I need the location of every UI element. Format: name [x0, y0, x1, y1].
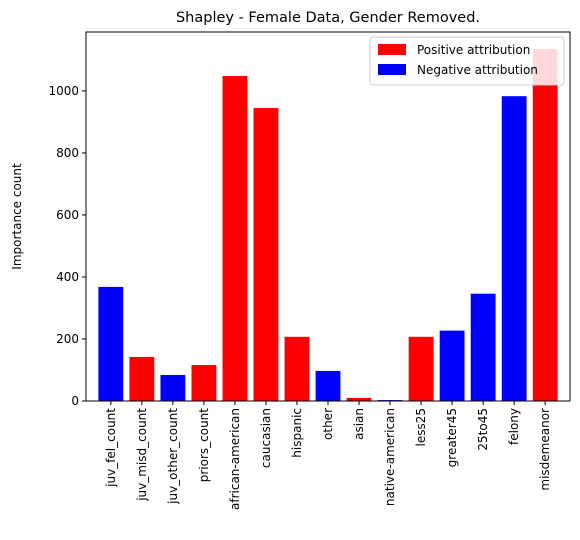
bar-25to45	[470, 293, 496, 401]
legend-swatch	[378, 64, 406, 75]
y-tick-label: 0	[71, 394, 79, 408]
y-tick-label: 600	[56, 208, 79, 222]
x-tick-label: less25	[414, 408, 428, 447]
bar-juv_other_count	[160, 374, 186, 401]
x-tick-label: felony	[507, 408, 521, 445]
x-tick-label: juv_misd_count	[135, 408, 149, 502]
bar-asian	[346, 397, 372, 401]
legend-label: Positive attribution	[417, 43, 530, 57]
x-axis: juv_fel_count juv_misd_count juv_other_cou…	[104, 401, 552, 510]
y-tick-label: 1000	[48, 84, 79, 98]
legend-box	[369, 36, 565, 86]
y-tick-label: 400	[56, 270, 79, 284]
bar-hispanic	[284, 336, 310, 401]
x-tick-label: 25to45	[476, 408, 490, 451]
legend-label: Negative attribution	[417, 63, 538, 77]
x-tick-label: priors_count	[197, 408, 211, 483]
bar-felony	[501, 96, 527, 402]
x-tick-label: african-american	[228, 408, 242, 510]
x-tick-label: hispanic	[290, 408, 304, 458]
y-axis: 0 200 400 600 800 1000	[48, 84, 86, 408]
bar-misdemeanor	[532, 49, 558, 401]
x-tick-label: misdemeanor	[538, 408, 552, 491]
plot-frame	[85, 31, 571, 402]
y-tick-label: 800	[56, 146, 79, 160]
x-tick-label: juv_fel_count	[104, 408, 118, 488]
bar-juv_fel_count	[98, 286, 124, 401]
x-tick-label: asian	[352, 408, 366, 440]
bar-priors_count	[191, 365, 217, 401]
bar-african-american	[222, 76, 248, 402]
chart-title: Shapley - Female Data, Gender Removed.	[176, 10, 480, 26]
legend: Positive attribution Negative attribution	[369, 36, 565, 86]
legend-swatch	[378, 44, 406, 55]
bar-juv_misd_count	[129, 356, 155, 401]
y-axis-label: Importance count	[10, 163, 24, 270]
x-tick-label: greater45	[445, 408, 459, 467]
bar-other	[315, 370, 341, 401]
x-tick-label: native-american	[383, 408, 397, 506]
x-tick-label: juv_other_count	[166, 408, 180, 505]
bar-caucasian	[253, 107, 279, 402]
x-tick-label: other	[321, 408, 335, 440]
y-tick-label: 200	[56, 332, 79, 346]
x-tick-label: caucasian	[259, 408, 273, 468]
bars-group	[98, 49, 558, 402]
bar-greater45	[439, 330, 465, 401]
bar-less25	[408, 336, 434, 401]
